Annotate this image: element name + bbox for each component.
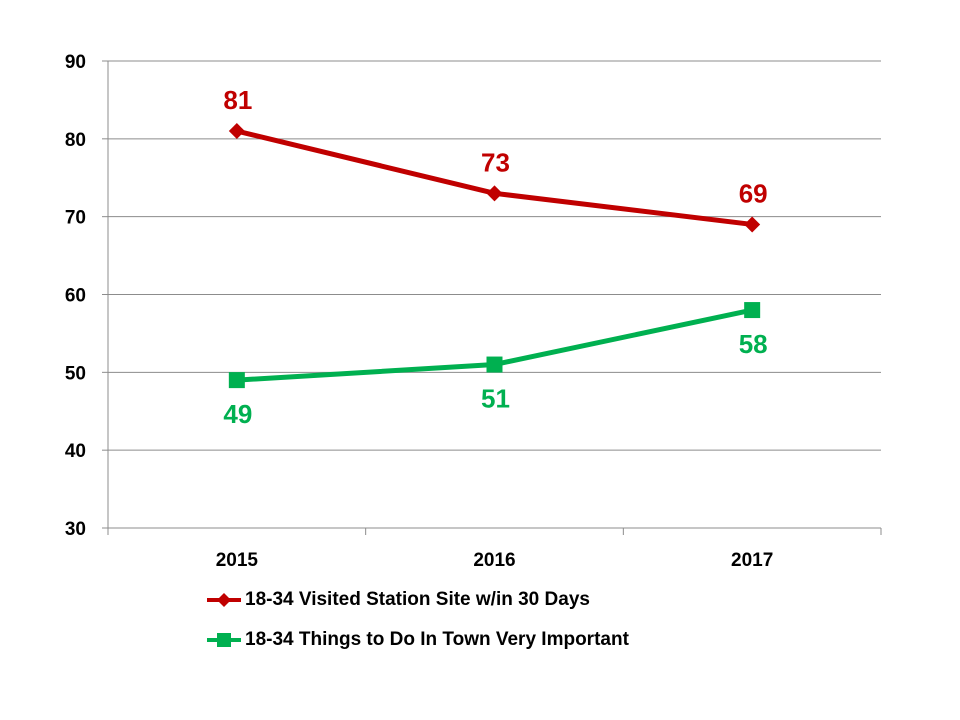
- y-tick-label: 60: [65, 286, 86, 307]
- data-point-square: [228, 372, 245, 389]
- legend-label-series-1: 18-34 Visited Station Site w/in 30 Days: [245, 589, 590, 610]
- y-tick-label: 40: [65, 441, 86, 462]
- legend-item-series-2: 18-34 Things to Do In Town Very Importan…: [205, 626, 629, 654]
- legend-label-series-2: 18-34 Things to Do In Town Very Importan…: [245, 629, 629, 650]
- data-label: 51: [481, 384, 510, 414]
- data-label: 73: [481, 147, 510, 177]
- data-label: 69: [739, 178, 768, 208]
- data-label: 49: [223, 399, 252, 429]
- y-tick-label: 50: [65, 363, 86, 384]
- series-line-1: [236, 128, 753, 227]
- legend: 18-34 Visited Station Site w/in 30 Days …: [205, 586, 629, 666]
- data-point-diamond: [744, 216, 761, 233]
- y-tick-label: 90: [65, 52, 86, 73]
- x-tick-label: 2015: [216, 550, 259, 571]
- x-axis-tick-labels: 2015 2016 2017: [216, 550, 774, 571]
- data-label: 58: [739, 329, 768, 359]
- axes: [102, 60, 882, 535]
- legend-swatch-diamond: [207, 593, 241, 607]
- y-tick-label: 80: [65, 130, 86, 151]
- x-tick-label: 2017: [731, 550, 773, 571]
- data-labels: 81 73 69 49 51 58: [223, 85, 767, 429]
- data-point-square: [744, 302, 761, 319]
- data-label: 81: [223, 85, 252, 115]
- y-tick-label: 70: [65, 208, 86, 229]
- series-lines: [228, 123, 761, 389]
- data-point-square: [486, 356, 503, 373]
- x-tick-label: 2016: [473, 550, 515, 571]
- legend-item-series-1: 18-34 Visited Station Site w/in 30 Days: [205, 586, 629, 614]
- data-point-diamond: [228, 123, 245, 140]
- legend-swatch-square: [207, 633, 241, 647]
- data-point-diamond: [486, 185, 503, 202]
- y-axis-tick-labels: 90 80 70 60 50 40 30: [65, 52, 86, 540]
- y-tick-label: 30: [65, 519, 86, 540]
